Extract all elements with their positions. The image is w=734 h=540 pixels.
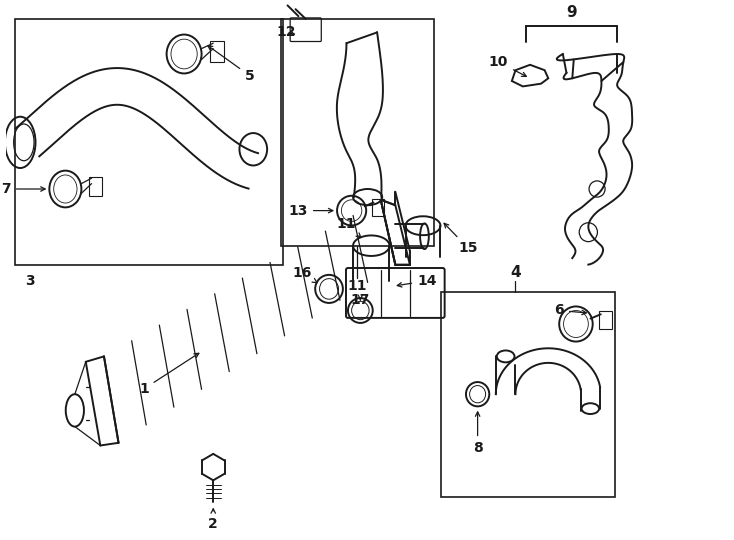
Text: 13: 13 bbox=[288, 204, 333, 218]
Bar bbox=[372, 199, 384, 216]
Bar bbox=[15, 19, 283, 265]
Text: 14: 14 bbox=[397, 274, 437, 288]
Text: 1: 1 bbox=[139, 353, 199, 396]
Text: 17: 17 bbox=[351, 293, 370, 307]
Text: 7: 7 bbox=[1, 182, 46, 196]
Text: 6: 6 bbox=[554, 303, 586, 318]
Bar bbox=[599, 310, 612, 329]
Text: 11: 11 bbox=[336, 217, 361, 238]
Text: 10: 10 bbox=[489, 55, 526, 76]
Bar bbox=[89, 177, 102, 196]
Text: 9: 9 bbox=[567, 5, 577, 20]
Text: 4: 4 bbox=[510, 265, 521, 280]
Text: 15: 15 bbox=[444, 224, 478, 255]
Bar bbox=[210, 40, 224, 62]
Text: 12: 12 bbox=[276, 25, 296, 39]
Text: 2: 2 bbox=[208, 509, 218, 530]
Text: 8: 8 bbox=[473, 412, 482, 455]
Text: 3: 3 bbox=[25, 274, 34, 288]
Bar bbox=[441, 292, 614, 497]
Bar bbox=[281, 19, 434, 246]
Text: 11: 11 bbox=[348, 279, 367, 293]
Text: 5: 5 bbox=[208, 46, 255, 83]
Text: 16: 16 bbox=[292, 266, 317, 283]
